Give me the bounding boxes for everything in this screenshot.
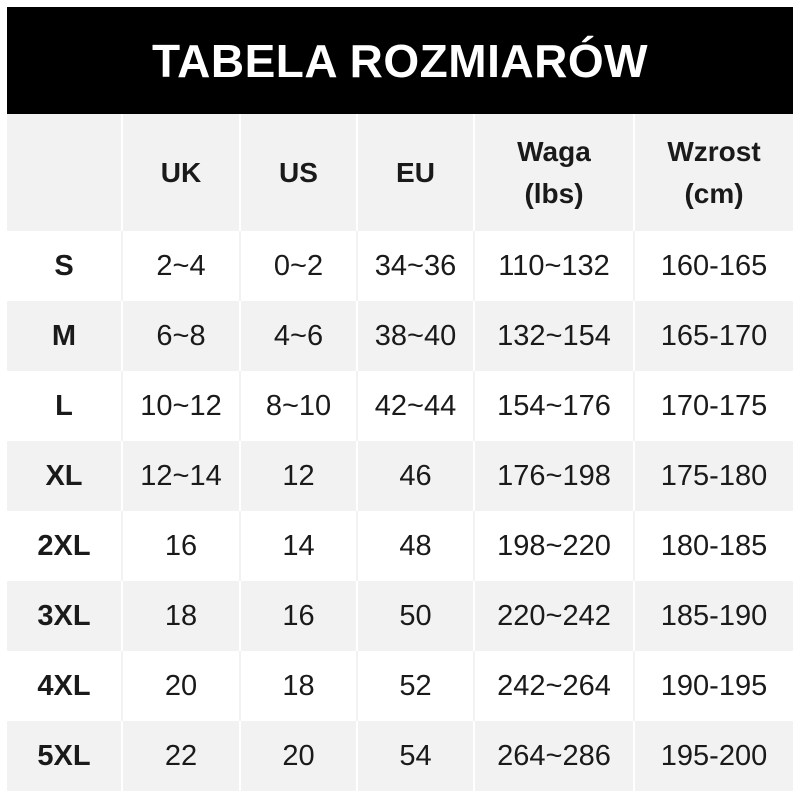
column-header: Wzrost (cm)	[633, 114, 793, 231]
table-row: L 10~12 8~10 42~44 154~176 170-175	[7, 371, 793, 441]
table-cell: 4~6	[239, 301, 357, 371]
table-cell: 195-200	[633, 721, 793, 791]
table-row: S 2~4 0~2 34~36 110~132 160-165	[7, 231, 793, 301]
table-cell: 132~154	[473, 301, 634, 371]
size-label: M	[7, 301, 122, 371]
table-cell: 160-165	[633, 231, 793, 301]
table-cell: 264~286	[473, 721, 634, 791]
table-cell: 12~14	[121, 441, 240, 511]
table-row: M 6~8 4~6 38~40 132~154 165-170	[7, 301, 793, 371]
table-row: 4XL 20 18 52 242~264 190-195	[7, 651, 793, 721]
table-cell: 2~4	[121, 231, 240, 301]
column-header: UK	[121, 114, 240, 231]
column-header: Waga (lbs)	[473, 114, 634, 231]
column-header: US	[239, 114, 357, 231]
table-cell: 20	[121, 651, 240, 721]
table-cell: 16	[121, 511, 240, 581]
table-cell: 6~8	[121, 301, 240, 371]
size-label: 5XL	[7, 721, 122, 791]
table-cell: 110~132	[473, 231, 634, 301]
size-label: L	[7, 371, 122, 441]
table-cell: 175-180	[633, 441, 793, 511]
table-cell: 165-170	[633, 301, 793, 371]
column-header-label: EU	[396, 156, 435, 188]
table-cell: 190-195	[633, 651, 793, 721]
table-cell: 42~44	[356, 371, 474, 441]
table-cell: 0~2	[239, 231, 357, 301]
table-cell: 180-185	[633, 511, 793, 581]
table-cell: 46	[356, 441, 474, 511]
table-cell: 220~242	[473, 581, 634, 651]
size-label: 3XL	[7, 581, 122, 651]
table-row: 5XL 22 20 54 264~286 195-200	[7, 721, 793, 791]
table-cell: 18	[239, 651, 357, 721]
table-row: XL 12~14 12 46 176~198 175-180	[7, 441, 793, 511]
table-cell: 10~12	[121, 371, 240, 441]
size-label: S	[7, 231, 122, 301]
header-row: UK US EU Waga (lbs) Wzrost (cm)	[7, 114, 793, 231]
table-cell: 18	[121, 581, 240, 651]
table-cell: 54	[356, 721, 474, 791]
size-label: XL	[7, 441, 122, 511]
column-header-label: Waga	[517, 135, 591, 167]
table-cell: 20	[239, 721, 357, 791]
size-label: 2XL	[7, 511, 122, 581]
page-title: TABELA ROZMIARÓW	[7, 7, 793, 114]
table-cell: 50	[356, 581, 474, 651]
table-cell: 34~36	[356, 231, 474, 301]
size-label: 4XL	[7, 651, 122, 721]
column-header	[7, 114, 122, 231]
table-row: 3XL 18 16 50 220~242 185-190	[7, 581, 793, 651]
table-cell: 242~264	[473, 651, 634, 721]
column-header-label: US	[279, 156, 318, 188]
table-cell: 185-190	[633, 581, 793, 651]
column-header-label: (lbs)	[524, 177, 584, 209]
table-cell: 16	[239, 581, 357, 651]
table-cell: 8~10	[239, 371, 357, 441]
table-cell: 52	[356, 651, 474, 721]
table-cell: 14	[239, 511, 357, 581]
table-cell: 154~176	[473, 371, 634, 441]
table-cell: 170-175	[633, 371, 793, 441]
table-cell: 198~220	[473, 511, 634, 581]
column-header-label: UK	[160, 156, 202, 188]
table-cell: 12	[239, 441, 357, 511]
column-header-label: Wzrost	[667, 135, 761, 167]
size-table: UK US EU Waga (lbs) Wzrost (cm) S 2~4 0~2 34~36 11…	[7, 114, 793, 791]
column-header-label: (cm)	[684, 177, 744, 209]
table-cell: 48	[356, 511, 474, 581]
table-cell: 22	[121, 721, 240, 791]
table-cell: 38~40	[356, 301, 474, 371]
table-cell: 176~198	[473, 441, 634, 511]
column-header: EU	[356, 114, 474, 231]
table-row: 2XL 16 14 48 198~220 180-185	[7, 511, 793, 581]
